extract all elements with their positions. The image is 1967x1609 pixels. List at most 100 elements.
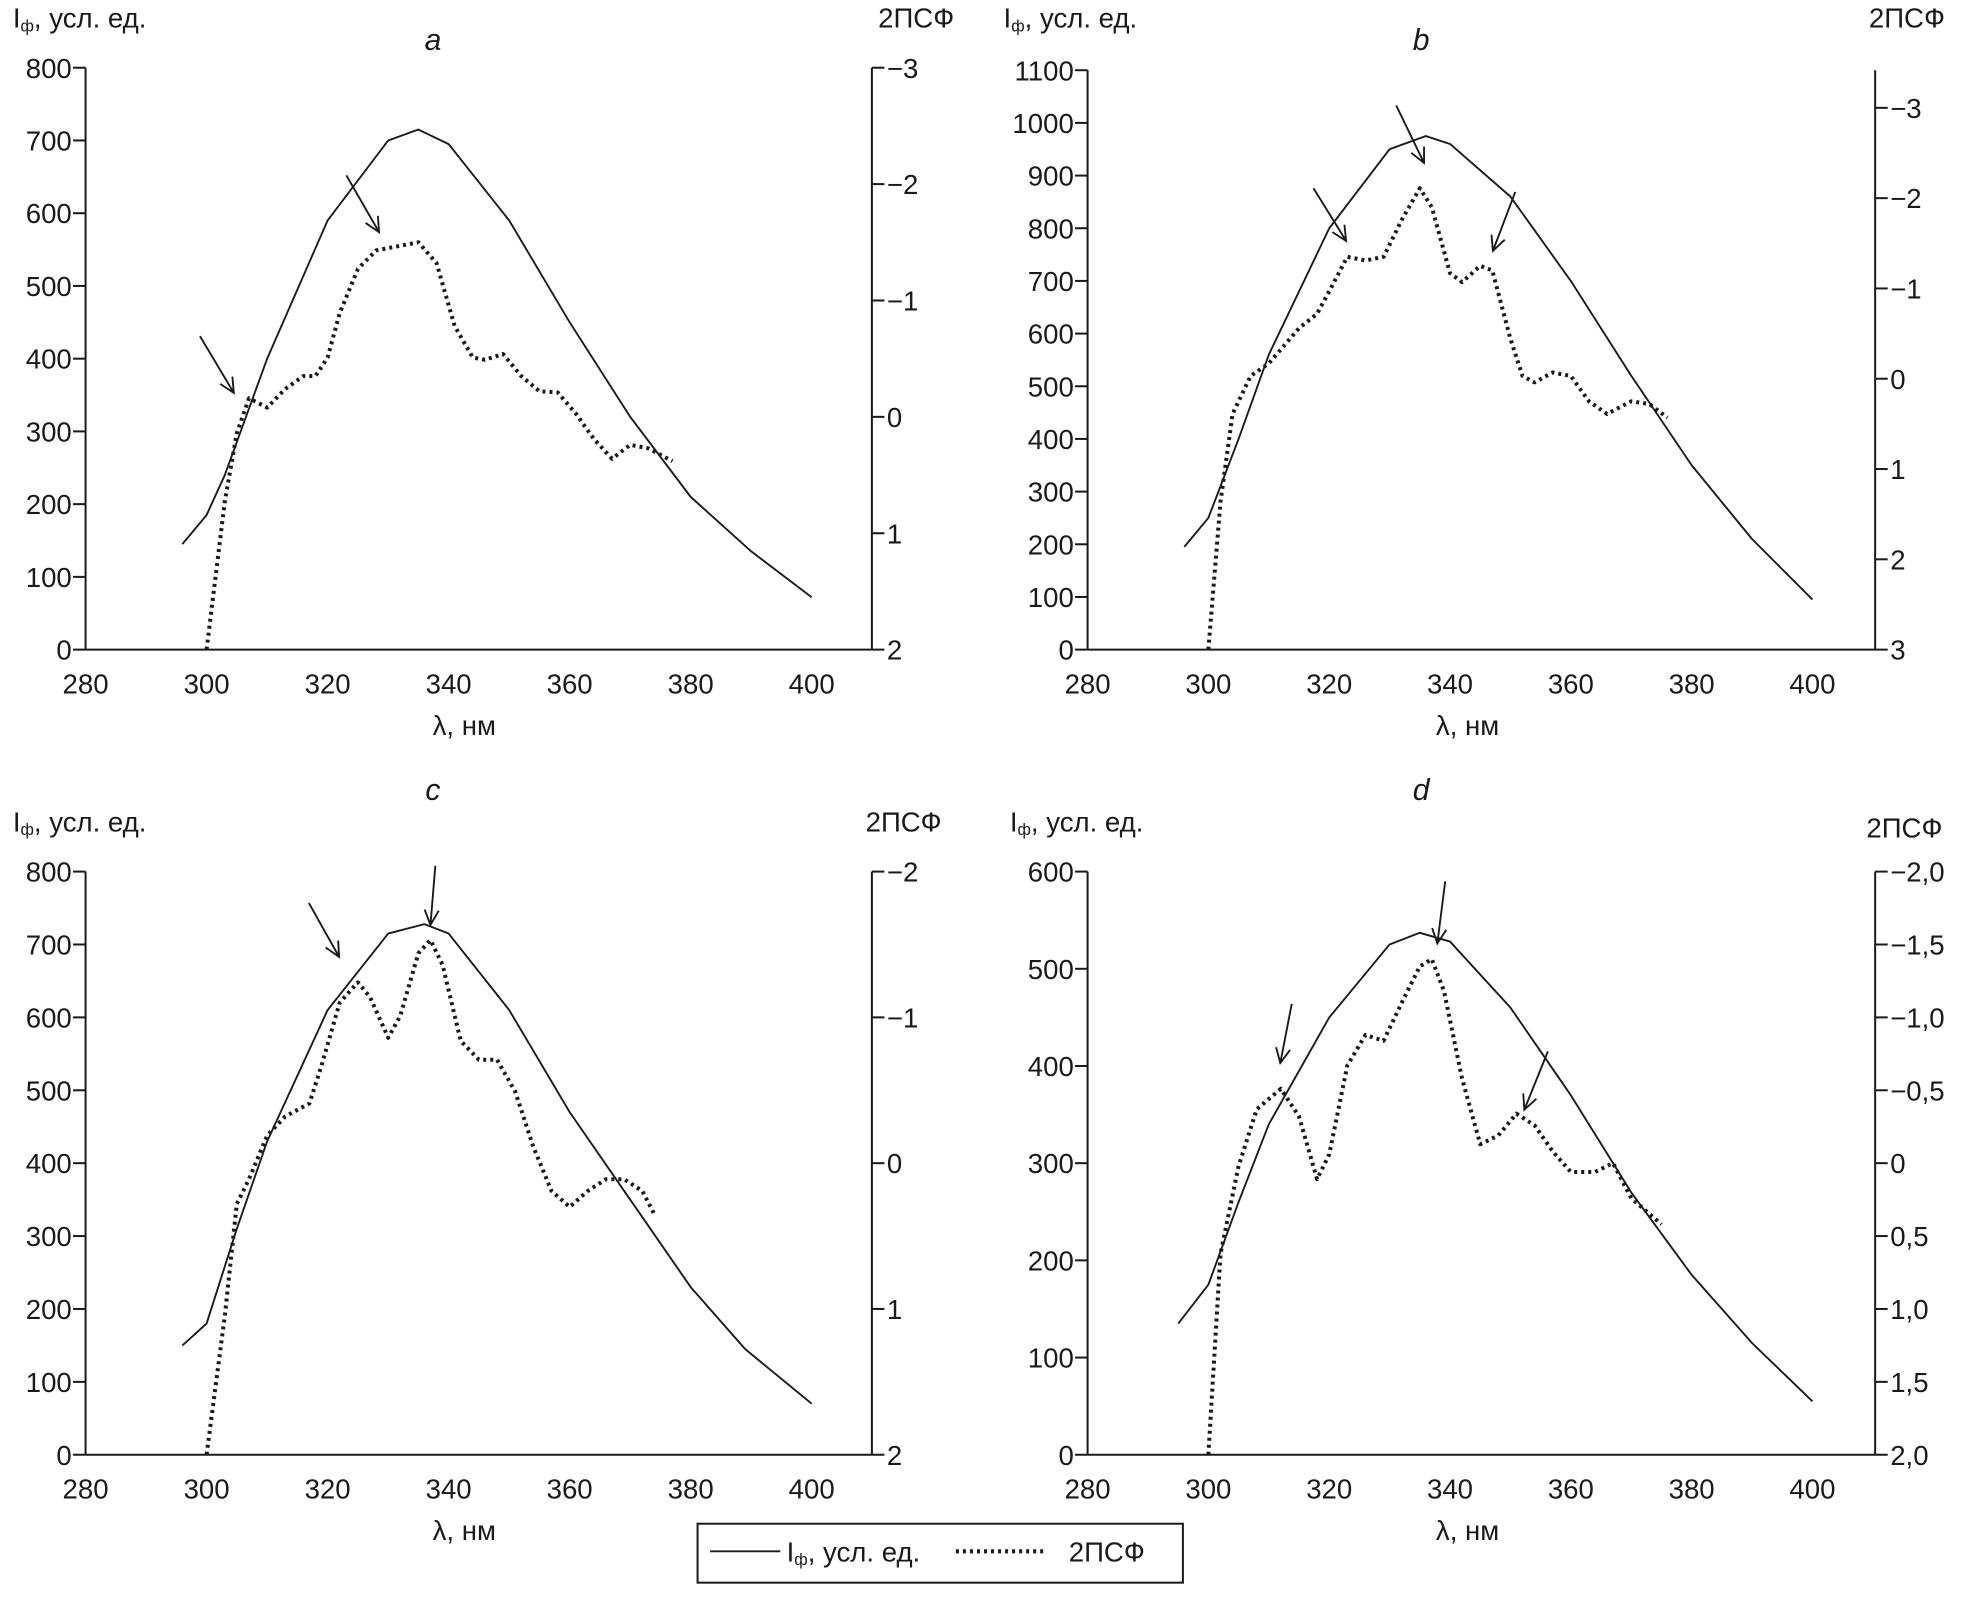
y-tick-label: 600 [26,198,72,229]
x-tick-label: 300 [1185,669,1231,700]
y-tick-label: 400 [26,344,72,375]
y2-tick-label: −2,0 [1890,857,1944,888]
y2-tick-label: 2,0 [1890,1440,1928,1471]
annotation-arrow-icon [1522,1051,1549,1112]
x-tick-label: 400 [1789,669,1835,700]
y2-tick-label: −1,0 [1890,1002,1944,1033]
y-tick-label: 300 [26,1221,72,1252]
y-tick-label: 0 [1058,1440,1073,1471]
panel-letter: d [1413,774,1431,807]
x-tick-label: 280 [63,1474,109,1505]
panel-a: 280 300 320 340 360 380 400 0 100 200 300 400 500 600… [13,3,954,741]
y-tick-label: 700 [26,930,72,961]
x-tick-label: 360 [1548,1474,1594,1505]
x-tick-label: 320 [1306,1474,1352,1505]
legend: Iф, усл. ед. 2ПСФ [696,1522,1184,1584]
y2-tick-label: 0 [887,402,902,433]
annotation-arrow-icon [199,335,235,395]
y2-axis-title: 2ПСФ [1866,813,1942,844]
panel-b: 280 300 320 340 360 380 4000100200300400500600… [1004,3,1945,741]
y-tick-label: 300 [26,416,72,447]
panel-letter: b [1413,24,1430,57]
x-tick-label: 280 [1065,669,1111,700]
y2-tick-label: −1 [887,1002,918,1033]
x-tick-label: 360 [547,669,593,700]
y-tick-label: 100 [1028,1343,1074,1374]
y2-tick-label: 0 [887,1148,902,1179]
y2-tick-label: −3 [887,53,918,84]
x-tick-label: 340 [426,669,472,700]
intensity-line [181,128,813,598]
x-tick-label: 360 [1548,669,1594,700]
y-tick-label: 800 [26,53,72,84]
y-tick-label: 300 [1028,477,1074,508]
legend-box [696,1522,1184,1584]
y-tick-label: 800 [26,857,72,888]
x-tick-label: 380 [1669,1474,1715,1505]
y2-tick-label: −2 [1890,183,1921,214]
y2-tick-label: 1 [1890,454,1905,485]
x-tick-label: 380 [668,669,714,700]
x-tick-label: 340 [1427,669,1473,700]
y-tick-label: 100 [1028,582,1074,613]
y2-tick-label: 0 [1890,364,1905,395]
panel-letter: c [425,774,440,807]
y2-tick-label: 2 [1890,544,1905,575]
x-tick-label: 320 [305,1474,351,1505]
x-tick-label: 360 [547,1474,593,1505]
x-tick-label: 400 [789,1474,835,1505]
y-tick-label: 700 [1028,266,1074,297]
x-tick-label: 320 [1306,669,1352,700]
y2-axis-title: 2ПСФ [878,3,954,34]
y2-tick-label: −0,5 [1890,1075,1944,1106]
y-axis-title: Iф, усл. ед. [1010,806,1144,839]
y-tick-label: 200 [26,489,72,520]
x-tick-label: 300 [1185,1474,1231,1505]
x-tick-label: 340 [1427,1474,1473,1505]
annotation-arrow-icon [423,865,440,927]
y-tick-label: 300 [1028,1148,1074,1179]
y-tick-label: 600 [26,1002,72,1033]
y-tick-label: 100 [26,1367,72,1398]
y-tick-label: 1000 [1012,108,1073,139]
annotation-arrow-icon [308,902,341,959]
y2-tick-label: −1 [1890,273,1921,304]
y2-tick-label: 0 [1890,1148,1905,1179]
legend-solid-label: Iф, усл. ед. [787,1536,921,1569]
y-tick-label: 100 [26,562,72,593]
y-tick-label: 800 [1028,213,1074,244]
panel-d: 280 300 320 340 360 380 400 0 100 200 300 400 500 600… [1010,774,1945,1546]
y-tick-label: 1100 [1014,55,1073,86]
x-tick-label: 300 [184,1474,230,1505]
y-tick-label: 900 [1028,161,1074,192]
y-tick-label: 200 [1028,1245,1074,1276]
y-tick-label: 500 [26,271,72,302]
y-tick-label: 400 [1028,424,1074,455]
legend-dotted-label: 2ПСФ [1069,1536,1145,1567]
psf-dotted-line [204,938,657,1456]
intensity-line [181,923,813,1405]
y2-tick-label: 3 [1890,635,1905,666]
x-tick-label: 380 [668,1474,714,1505]
annotation-arrow-icon [1431,881,1447,946]
y-tick-label: 0 [56,1440,71,1471]
y2-tick-label: −2 [887,857,918,888]
intensity-line [1177,931,1814,1402]
y-tick-label: 400 [1028,1051,1074,1082]
y-tick-label: 400 [26,1148,72,1179]
y-tick-label: 200 [26,1294,72,1325]
y2-tick-label: −1 [887,286,918,317]
y-tick-label: 600 [1028,319,1074,350]
y2-axis-title: 2ПСФ [866,806,942,837]
y-tick-label: 500 [26,1075,72,1106]
y2-tick-label: 0,5 [1890,1221,1928,1252]
x-tick-label: 280 [1065,1474,1111,1505]
y2-tick-label: 2 [887,635,902,666]
y-tick-label: 500 [1028,954,1074,985]
panel-c: 280 300 320 340 360 380 400 0 100 200 300 400 500 600… [13,774,942,1546]
y-tick-label: 0 [56,635,71,666]
x-tick-label: 400 [1789,1474,1835,1505]
y-tick-label: 600 [1028,857,1074,888]
panel-letter: a [425,24,442,57]
